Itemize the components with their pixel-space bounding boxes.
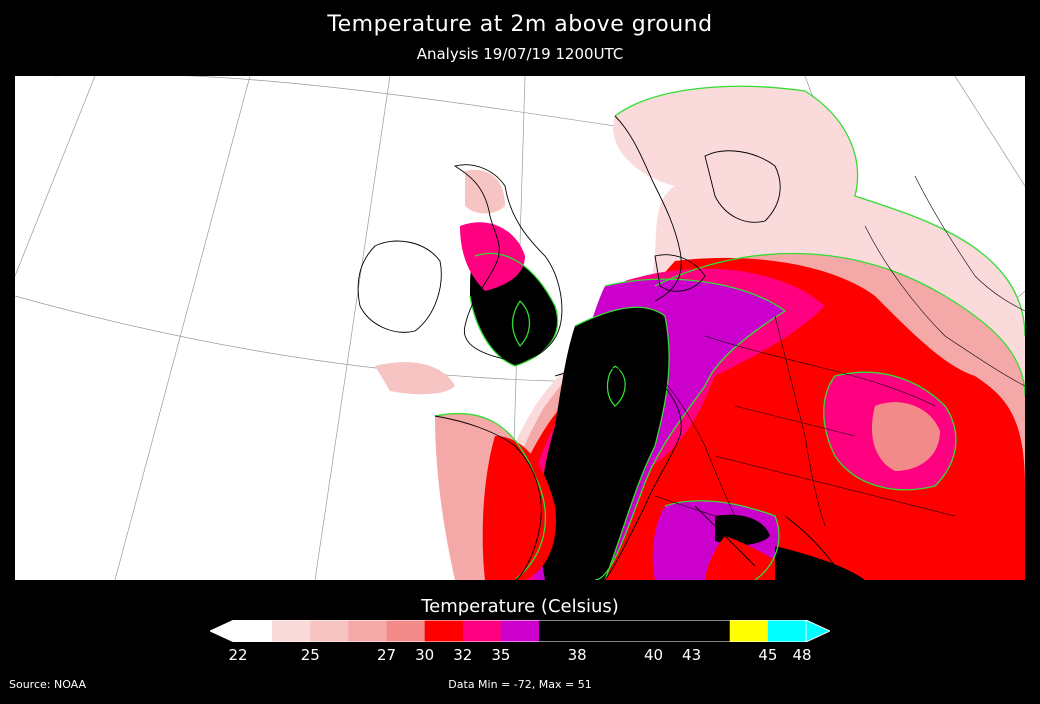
colorbar-bin [767, 620, 807, 642]
ireland-coast [357, 240, 442, 333]
isotherm [511, 300, 531, 348]
isotherm [654, 252, 1025, 397]
temperature-map[interactable] [15, 76, 1025, 580]
country-border [914, 175, 1025, 312]
chart-title: Temperature at 2m above ground [327, 12, 713, 37]
colorbar-tick-label: 38 [567, 646, 587, 664]
graticule-latitude-line [55, 76, 616, 127]
iberia-north-coast [434, 415, 542, 580]
colorbar-bin [615, 620, 654, 642]
colorbar-bin [272, 620, 311, 642]
adriatic-coast [784, 515, 836, 567]
italy-coast [694, 505, 756, 567]
colorbar-tick-label: 43 [682, 646, 702, 664]
norway-coast [614, 115, 682, 302]
colorbar-bin [348, 620, 388, 642]
colorbar-over-arrow [805, 620, 830, 642]
colorbar-bin [653, 620, 693, 642]
colorbar-under-arrow [210, 620, 235, 642]
colorbar-bin [462, 620, 502, 642]
chart-subtitle: Analysis 19/07/19 1200UTC [416, 45, 624, 63]
country-border [864, 225, 1025, 387]
colorbar-tick-label: 25 [300, 646, 320, 664]
great-britain-coast [453, 164, 563, 362]
colorbar-bin [234, 620, 273, 642]
colorbar-bin [310, 620, 349, 642]
temperature-field [375, 86, 1025, 580]
graticule-meridian [114, 76, 251, 580]
graticule-meridian [314, 76, 391, 580]
colorbar-tick-label: 27 [376, 646, 397, 664]
sweden-coast [704, 150, 781, 223]
france-west-coast [554, 368, 682, 580]
graticule-meridian [954, 76, 1025, 187]
country-border [774, 315, 826, 527]
colorbar-tick-labels: 22 25 27 30 32 35 38 40 43 45 48 [0, 646, 1040, 666]
colorbar-tick-label: 22 [228, 646, 248, 664]
colorbar-bin [539, 620, 578, 642]
colorbar [210, 620, 830, 642]
colorbar-tick-label: 32 [453, 646, 473, 664]
colorbar-tick-label: 45 [758, 646, 778, 664]
colorbar-tick-label: 30 [415, 646, 435, 664]
country-border [654, 495, 746, 527]
graticule-meridian [15, 76, 96, 277]
country-border [634, 355, 736, 517]
isotherm [614, 85, 1025, 337]
data-range-label: Data Min = -72, Max = 51 [448, 678, 592, 691]
country-border [734, 405, 856, 437]
colorbar-bins [234, 620, 807, 642]
denmark-coast [654, 254, 706, 292]
isotherm [594, 278, 787, 580]
colorbar-bin [729, 620, 769, 642]
colorbar-bin [691, 620, 731, 642]
colorbar-bin [386, 620, 426, 642]
isotherm [606, 365, 626, 407]
source-label: Source: NOAA [9, 678, 87, 691]
country-border [714, 455, 956, 517]
colorbar-title: Temperature (Celsius) [421, 596, 619, 617]
colorbar-tick-label: 35 [491, 646, 511, 664]
colorbar-tick-label: 40 [643, 646, 664, 664]
isotherm [823, 371, 957, 491]
isotherm [664, 500, 780, 580]
map-canvas [15, 76, 1025, 580]
country-borders [634, 175, 1025, 527]
country-border [704, 335, 936, 407]
colorbar-tick-label: 48 [792, 646, 812, 664]
colorbar-bin [500, 620, 540, 642]
isotherm [469, 252, 559, 367]
colorbar-bin [424, 620, 464, 642]
colorbar-bin [577, 620, 616, 642]
coastlines [357, 115, 836, 580]
